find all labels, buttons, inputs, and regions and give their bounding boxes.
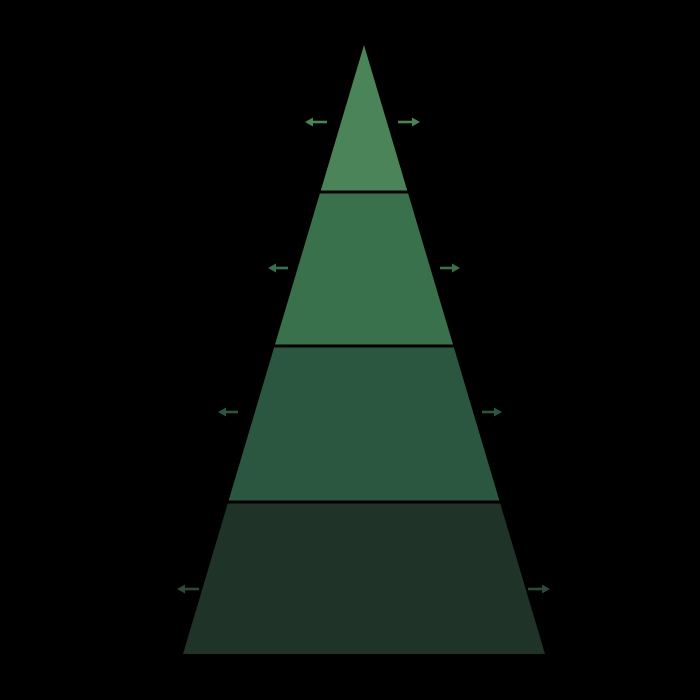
- left-arrow-level-2: [268, 263, 288, 273]
- pyramid-level-1: [320, 45, 408, 191]
- right-arrow-level-4: [528, 584, 550, 594]
- left-arrow-level-2-head: [268, 263, 276, 273]
- left-arrow-level-3: [218, 407, 238, 417]
- right-arrow-level-2-head: [452, 263, 460, 273]
- left-arrow-level-3-head: [218, 407, 226, 417]
- right-arrow-level-1: [398, 117, 420, 127]
- pyramid-level-3: [228, 347, 500, 501]
- left-arrow-level-4: [177, 584, 199, 594]
- right-arrow-level-4-head: [542, 584, 550, 594]
- right-arrow-level-1-head: [412, 117, 420, 127]
- left-arrow-level-4-head: [177, 584, 185, 594]
- pyramid-level-2: [274, 193, 454, 345]
- right-arrow-level-2: [440, 263, 460, 273]
- left-arrow-level-1: [305, 117, 327, 127]
- left-arrow-level-1-head: [305, 117, 313, 127]
- pyramid-level-4: [183, 503, 545, 654]
- right-arrow-level-3: [482, 407, 502, 417]
- right-arrow-level-3-head: [494, 407, 502, 417]
